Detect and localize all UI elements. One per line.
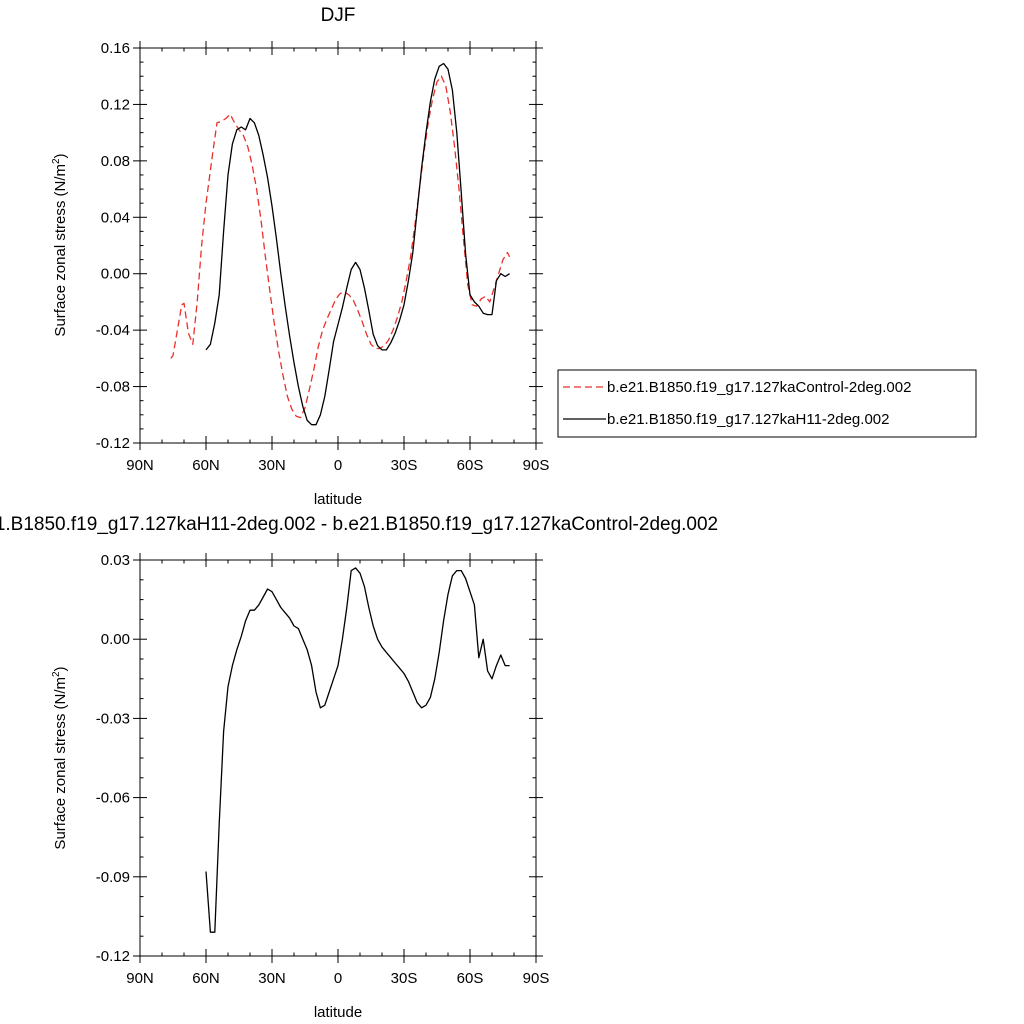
bottom-x-tick-label: 30N [258,970,286,987]
bottom-x-tick-label: 60N [192,970,220,987]
top-chart-legend: b.e21.B1850.f19_g17.127kaControl-2deg.00… [557,369,977,438]
top-series-line-0 [170,75,511,419]
legend-box [557,369,977,438]
top-x-axis-label: latitude [314,491,362,508]
top-chart-marks [170,62,511,426]
top-x-tick-label: 60S [457,457,484,474]
bottom-series-line-0 [205,567,510,933]
top-x-tick-label: 30S [391,457,418,474]
bottom-panel: b.e21.B1850.f19_g17.127kaH11-2deg.002 - … [0,514,718,1021]
top-y-axis-label-sup: 2 [51,158,62,164]
top-y-axis-label: Surface zonal stress (N/m2) [51,153,69,336]
top-y-axis-label-end: ) [52,153,69,158]
bottom-chart-marks [205,567,510,933]
bottom-y-axis-label: Surface zonal stress (N/m2) [51,666,69,849]
top-y-axis-label-main: Surface zonal stress (N/m [52,164,69,337]
top-y-tick-label: -0.08 [96,379,130,396]
bottom-y-tick-label: 0.03 [101,552,130,569]
top-x-tick-label: 30N [258,457,286,474]
top-y-tick-label: 0.08 [101,153,130,170]
top-x-tick-label: 90N [126,457,154,474]
bottom-x-tick-label: 90N [126,970,154,987]
top-y-tick-label: 0.12 [101,96,130,113]
bottom-y-tick-label: 0.00 [101,631,130,648]
bottom-plot-frame [139,559,537,957]
bottom-y-tick-label: -0.09 [96,869,130,886]
top-y-tick-label: -0.04 [96,322,130,339]
top-panel: DJF 90N 60N 30N 0 30S 60S 90S -0.12 -0.08 -0.04 0.… [51,5,977,508]
bottom-y-axis-label-main: Surface zonal stress (N/m [52,677,69,850]
top-y-tick-label: 0.04 [101,209,130,226]
top-chart-title: DJF [321,5,356,26]
top-x-tick-label: 60N [192,457,220,474]
bottom-x-tick-label: 90S [523,970,550,987]
top-series-line-1 [205,62,510,426]
top-y-tick-label: 0.16 [101,40,130,57]
top-plot-frame [139,47,537,444]
bottom-x-tick-label: 30S [391,970,418,987]
bottom-chart-ticks: 90N 60N 30N 0 30S 60S 90S -0.12 -0.09 -0.06 -0.03 0… [96,552,550,987]
bottom-x-axis-label: latitude [314,1004,362,1021]
legend-entry-h11: b.e21.B1850.f19_g17.127kaH11-2deg.002 [607,411,889,428]
bottom-y-tick-label: -0.03 [96,710,130,727]
top-y-tick-label: -0.12 [96,435,130,452]
bottom-y-axis-label-end: ) [52,666,69,671]
bottom-x-tick-label: 0 [334,970,342,987]
bottom-y-axis-label-sup: 2 [51,671,62,677]
legend-entry-control: b.e21.B1850.f19_g17.127kaControl-2deg.00… [607,379,911,396]
top-chart-ticks: 90N 60N 30N 0 30S 60S 90S -0.12 -0.08 -0.04 0.00 0.… [96,40,550,474]
bottom-y-tick-label: -0.06 [96,790,130,807]
top-x-tick-label: 90S [523,457,550,474]
bottom-chart-title: b.e21.B1850.f19_g17.127kaH11-2deg.002 - … [0,514,718,535]
top-y-tick-label: 0.00 [101,266,130,283]
bottom-x-tick-label: 60S [457,970,484,987]
bottom-y-tick-label: -0.12 [96,948,130,965]
top-x-tick-label: 0 [334,457,342,474]
